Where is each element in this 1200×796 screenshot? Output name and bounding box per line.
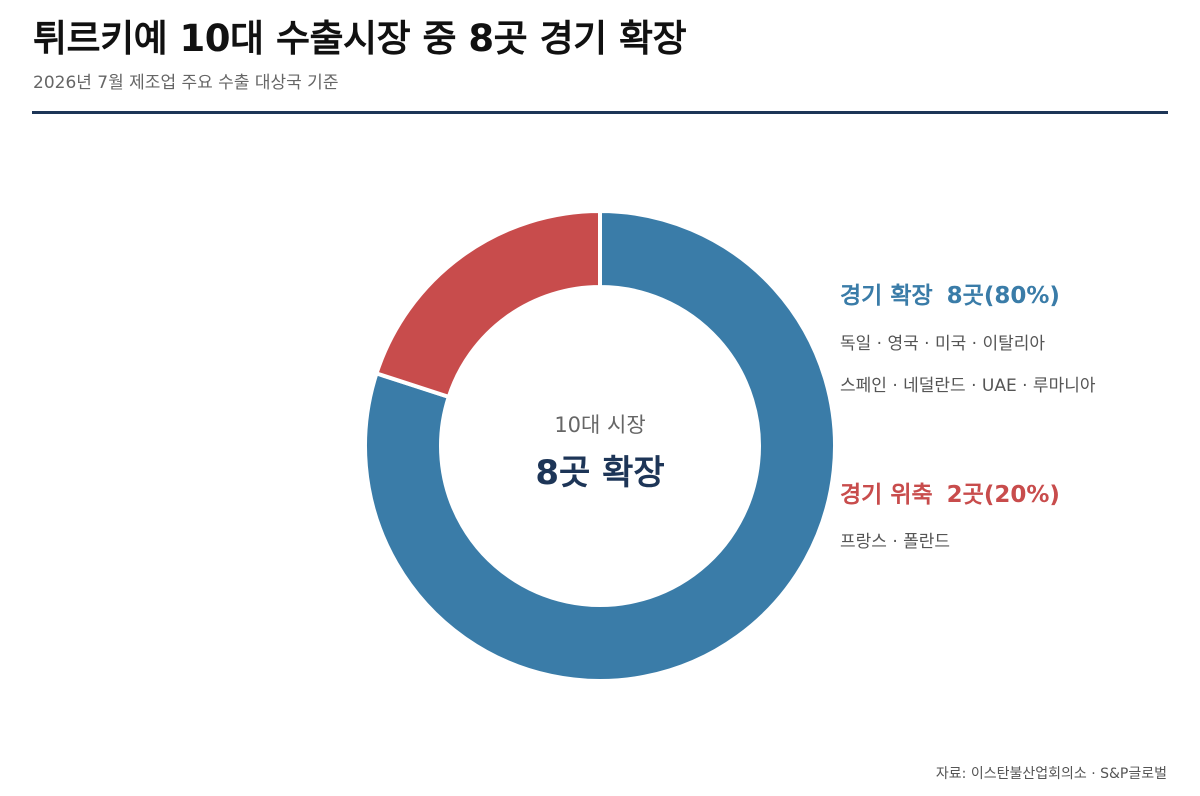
donut-slice-contraction — [373, 208, 602, 400]
legend-expansion-count: 8곳(80%) — [946, 283, 1060, 309]
legend-contraction-countries: 프랑스 · 폴란드 — [840, 532, 951, 552]
legend-contraction-count: 2곳(20%) — [946, 482, 1060, 508]
legend-expansion: 경기 확장 8곳(80%) 독일 · 영국 · 미국 · 이탈리아 스페인 · 네… — [840, 276, 1096, 396]
source-note: 자료: 이스탄불산업회의소 · S&P글로벌 — [935, 766, 1167, 782]
title-divider — [32, 111, 1168, 114]
donut-slice-expansion — [363, 208, 837, 683]
chart-title: 튀르키예 10대 수출시장 중 8곳 경기 확장 — [33, 17, 687, 60]
donut-center-caption: 10대 시장 — [554, 413, 645, 437]
chart-subtitle: 2026년 7월 제조업 주요 수출 대상국 기준 — [33, 73, 339, 93]
legend-contraction-heading: 경기 위축 2곳(20%) — [840, 475, 1060, 509]
legend-expansion-countries-1: 독일 · 영국 · 미국 · 이탈리아 — [840, 334, 1046, 354]
legend-contraction: 경기 위축 2곳(20%) 프랑스 · 폴란드 — [840, 475, 1060, 552]
donut-center-value: 8곳 확장 — [535, 453, 664, 493]
legend-expansion-countries-2: 스페인 · 네덜란드 · UAE · 루마니아 — [840, 376, 1096, 396]
legend-expansion-label: 경기 확장 — [840, 283, 933, 309]
legend-contraction-label: 경기 위축 — [840, 482, 933, 508]
legend-expansion-heading: 경기 확장 8곳(80%) — [840, 276, 1096, 310]
